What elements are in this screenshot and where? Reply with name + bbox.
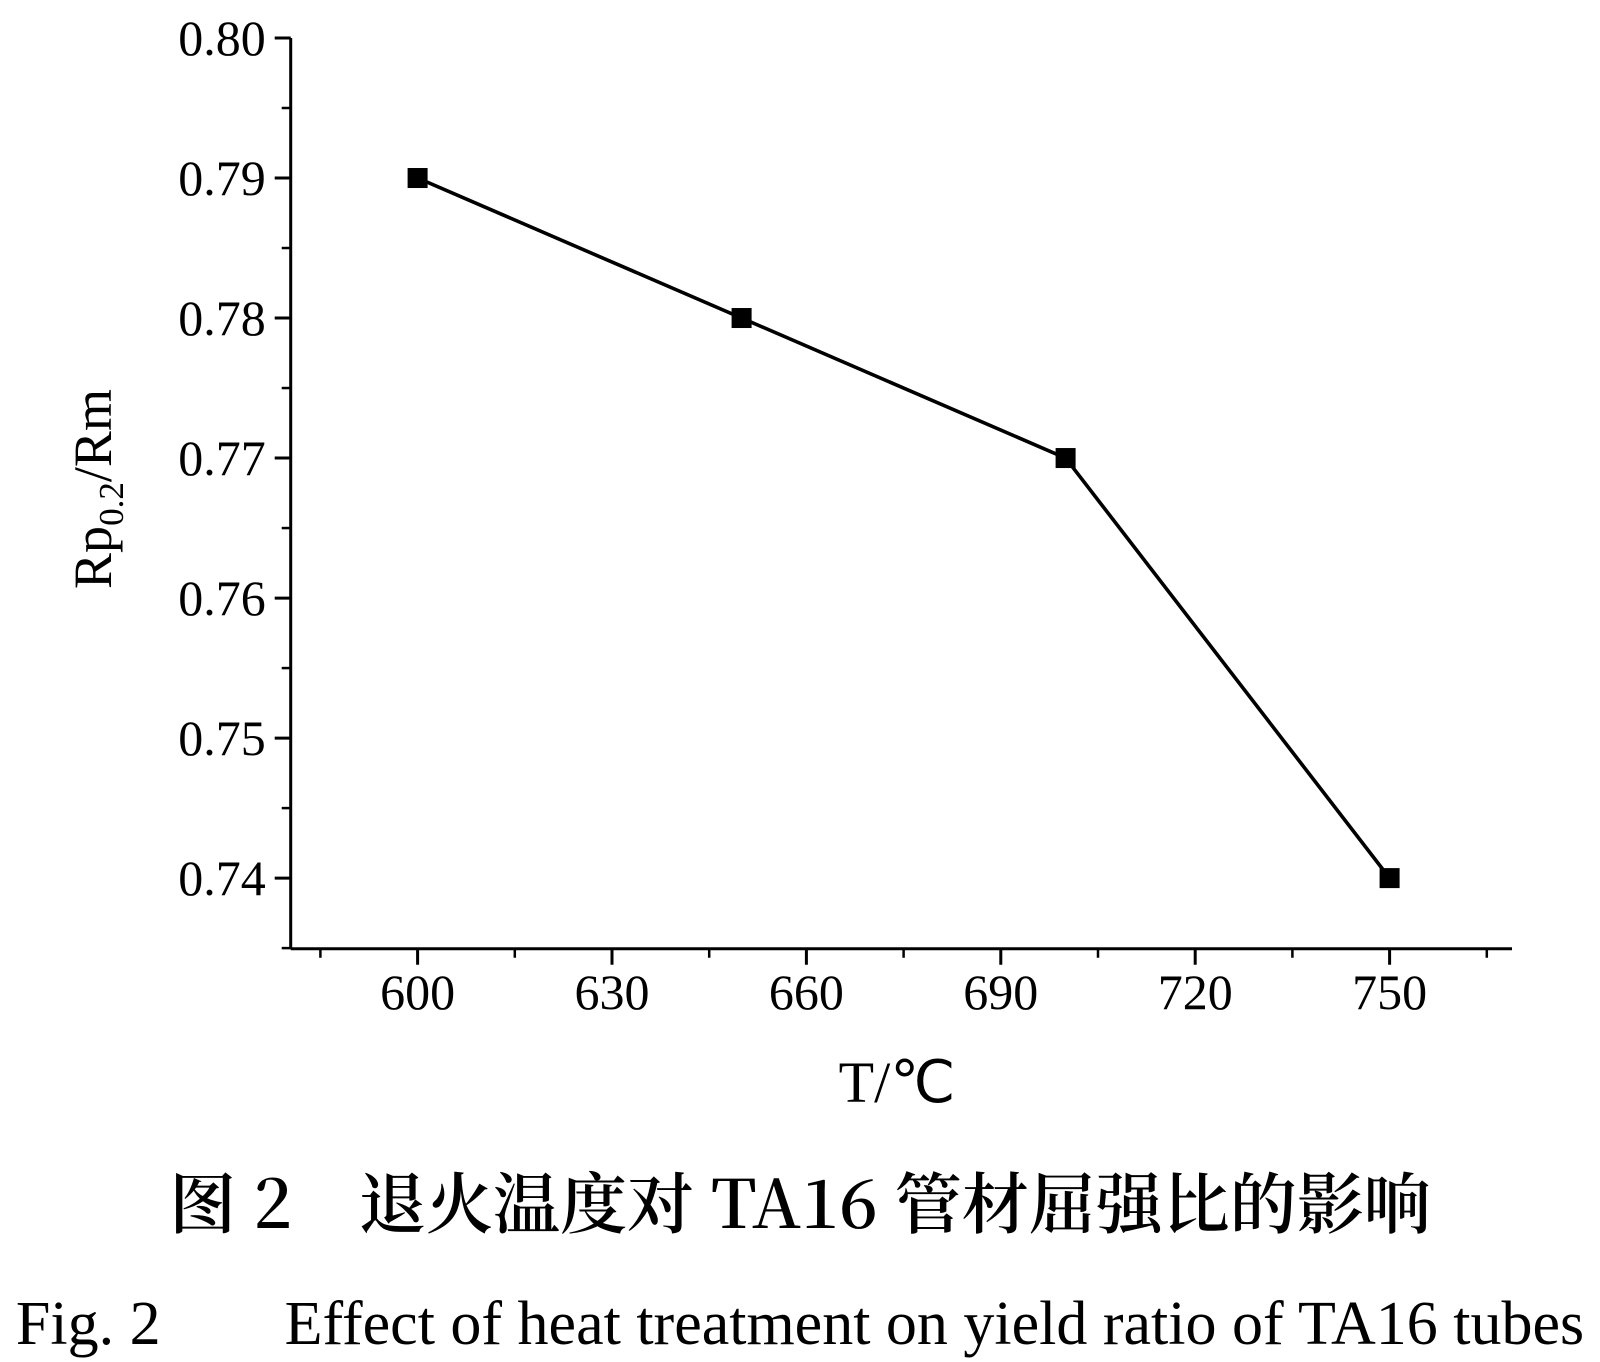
- svg-text:600: 600: [380, 964, 455, 1020]
- svg-text:0.77: 0.77: [178, 430, 266, 486]
- svg-text:660: 660: [769, 964, 844, 1020]
- svg-text:0.74: 0.74: [178, 850, 266, 906]
- svg-text:0.75: 0.75: [178, 710, 266, 766]
- svg-text:0.80: 0.80: [178, 10, 266, 66]
- svg-text:690: 690: [963, 964, 1038, 1020]
- svg-text:0.79: 0.79: [178, 150, 266, 206]
- svg-text:0.76: 0.76: [178, 570, 266, 626]
- svg-text:750: 750: [1352, 964, 1427, 1020]
- svg-text:630: 630: [575, 964, 650, 1020]
- svg-text:720: 720: [1158, 964, 1233, 1020]
- svg-text:0.78: 0.78: [178, 290, 266, 346]
